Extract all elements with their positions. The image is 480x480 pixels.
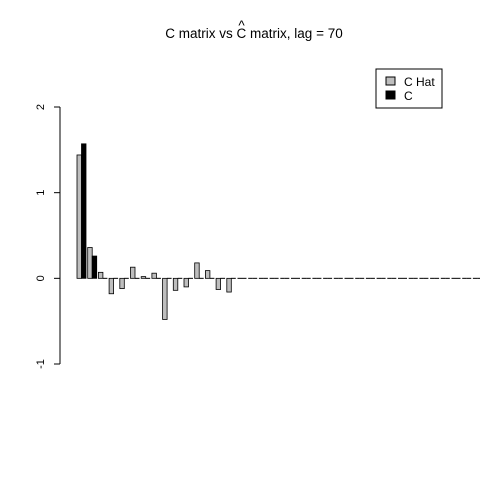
bar-c-hat-9 bbox=[172, 277, 179, 291]
y-tick-label-0: -1 bbox=[35, 359, 47, 369]
bar-c-0 bbox=[81, 143, 87, 279]
bars bbox=[76, 143, 480, 320]
bar-c-hat-13 bbox=[215, 277, 222, 290]
y-tick-label-3: 2 bbox=[35, 104, 47, 110]
legend-box bbox=[375, 68, 443, 109]
bar-c-hat-11 bbox=[194, 262, 200, 279]
chart-title-prefix: C matrix vs bbox=[165, 26, 236, 41]
bar-c-hat-6 bbox=[140, 276, 147, 279]
legend-swatch-c-hat bbox=[385, 76, 396, 86]
y-axis-ticks: -1 0 1 2 bbox=[35, 104, 60, 369]
bar-c-hat-8 bbox=[162, 277, 168, 320]
bar-c-hat-0 bbox=[76, 154, 82, 279]
chart-title-hat-mark: ^ bbox=[238, 18, 245, 33]
y-tick-label-2: 1 bbox=[35, 190, 47, 196]
chart-title-suffix: matrix, lag = 70 bbox=[246, 26, 342, 41]
bar-c-hat-7 bbox=[151, 272, 157, 279]
bar-c-hat-3 bbox=[108, 277, 114, 295]
bar-c-hat-2 bbox=[98, 271, 104, 279]
bar-c-hat-5 bbox=[130, 266, 136, 279]
y-tick-label-1: 0 bbox=[35, 275, 47, 281]
bar-c-hat-14 bbox=[226, 277, 232, 293]
legend-label-c: C bbox=[404, 89, 413, 103]
bar-c-hat-4 bbox=[119, 277, 125, 290]
chart-title-hat-letter: C bbox=[237, 26, 247, 41]
bar-c-hat-1 bbox=[87, 247, 93, 279]
legend: C Hat C bbox=[375, 68, 443, 109]
chart-title: C matrix vs C matrix, lag = 70 bbox=[165, 26, 342, 41]
bar-c-hat-12 bbox=[204, 270, 211, 279]
legend-label-c-hat: C Hat bbox=[404, 75, 435, 89]
legend-swatch-c bbox=[385, 90, 396, 100]
bar-c-hat-10 bbox=[183, 277, 189, 288]
bar-c-1 bbox=[91, 255, 98, 279]
